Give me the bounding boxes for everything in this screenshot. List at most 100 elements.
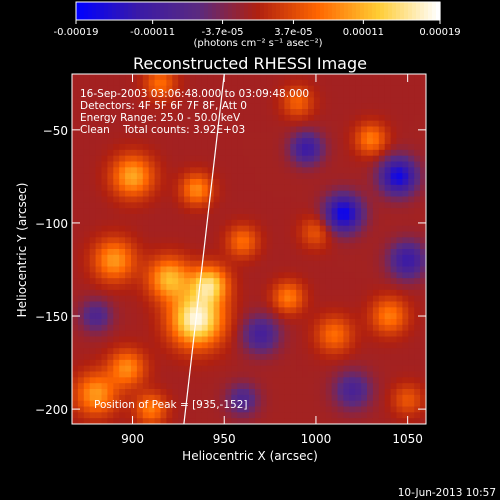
heatmap-cell: [254, 91, 262, 98]
heatmap-cell: [77, 406, 85, 413]
heatmap-cell: [107, 155, 114, 162]
heatmap-cell: [154, 278, 161, 285]
heatmap-cell: [266, 74, 274, 81]
heatmap-cell: [384, 412, 392, 419]
heatmap-cell: [195, 120, 203, 127]
heatmap-cell: [219, 342, 226, 349]
heatmap-cell: [107, 219, 114, 227]
heatmap-cell: [154, 249, 161, 256]
heatmap-cell: [136, 173, 144, 180]
heatmap-cell: [260, 295, 268, 302]
heatmap-cell: [390, 412, 397, 419]
chart-title: Reconstructed RHESSI Image: [133, 54, 367, 73]
heatmap-cell: [95, 161, 102, 168]
heatmap-cell: [107, 103, 114, 110]
heatmap-cell: [148, 289, 156, 297]
heatmap-cell: [148, 330, 156, 337]
heatmap-cell: [89, 225, 97, 232]
heatmap-cell: [325, 103, 333, 110]
heatmap-cell: [372, 412, 380, 419]
heatmap-cell: [83, 319, 91, 326]
heatmap-cell: [213, 336, 220, 343]
heatmap-cell: [260, 190, 268, 197]
heatmap-cell: [278, 190, 285, 197]
heatmap-cell: [113, 365, 120, 372]
heatmap-cell: [331, 109, 338, 116]
heatmap-cell: [378, 394, 386, 402]
heatmap-cell: [290, 103, 297, 110]
heatmap-cell: [319, 400, 327, 407]
heatmap-cell: [142, 249, 150, 256]
heatmap-cell: [89, 85, 97, 92]
heatmap-cell: [249, 278, 256, 285]
heatmap-cell: [154, 336, 161, 343]
heatmap-cell: [178, 214, 185, 221]
heatmap-cell: [278, 208, 285, 215]
heatmap-cell: [319, 301, 327, 308]
heatmap-cell: [284, 231, 291, 238]
heatmap-cell: [237, 120, 244, 127]
heatmap-cell: [243, 289, 250, 297]
heatmap-cell: [414, 249, 421, 256]
heatmap-cell: [172, 103, 179, 110]
heatmap-cell: [313, 155, 321, 162]
heatmap-cell: [89, 144, 97, 151]
heatmap-cell: [213, 214, 220, 221]
heatmap-cell: [77, 330, 85, 337]
heatmap-cell: [278, 394, 285, 402]
heatmap-cell: [308, 225, 315, 232]
heatmap-cell: [290, 114, 297, 122]
heatmap-cell: [89, 155, 97, 162]
heatmap-cell: [308, 167, 315, 174]
heatmap-cell: [396, 266, 403, 273]
heatmap-cell: [178, 103, 185, 110]
heatmap-cell: [77, 184, 85, 192]
heatmap-cell: [408, 190, 415, 197]
heatmap-cell: [119, 196, 126, 203]
heatmap-cell: [172, 231, 179, 238]
heatmap-cell: [278, 354, 285, 361]
colorbar-tick-label: -3.7e-05: [202, 27, 244, 38]
heatmap-cell: [349, 389, 356, 396]
heatmap-cell: [119, 202, 126, 209]
heatmap-cell: [254, 132, 262, 139]
heatmap-cell: [89, 214, 97, 221]
heatmap-cell: [77, 394, 85, 402]
heatmap-cell: [113, 295, 120, 302]
heatmap-cell: [420, 167, 426, 174]
heatmap-cell: [119, 307, 126, 314]
heatmap-cell: [367, 109, 374, 116]
heatmap-cell: [296, 389, 303, 396]
heatmap-cell: [231, 406, 238, 413]
colorbar-cell: [136, 2, 141, 20]
heatmap-cell: [414, 354, 421, 361]
heatmap-cell: [266, 324, 274, 332]
heatmap-cell: [125, 336, 132, 343]
heatmap-cell: [136, 394, 144, 402]
heatmap-cell: [72, 237, 79, 244]
heatmap-cell: [190, 319, 197, 326]
heatmap-cell: [154, 97, 161, 104]
heatmap-cell: [207, 254, 215, 262]
heatmap-cell: [166, 371, 173, 378]
heatmap-cell: [414, 225, 421, 232]
heatmap-cell: [302, 365, 309, 372]
heatmap-cell: [278, 74, 285, 81]
heatmap-cell: [231, 272, 238, 279]
heatmap-cell: [272, 319, 279, 326]
heatmap-cell: [89, 237, 97, 244]
heatmap-cell: [254, 400, 262, 407]
heatmap-cell: [201, 365, 209, 372]
heatmap-cell: [384, 342, 392, 349]
heatmap-cell: [154, 91, 161, 98]
heatmap-cell: [408, 324, 415, 332]
heatmap-cell: [266, 330, 274, 337]
heatmap-cell: [384, 144, 392, 151]
heatmap-cell: [325, 348, 333, 355]
heatmap-cell: [361, 225, 368, 232]
heatmap-cell: [95, 85, 102, 92]
heatmap-cell: [355, 225, 362, 232]
heatmap-cell: [101, 249, 108, 256]
heatmap-cell: [136, 389, 144, 396]
heatmap-cell: [89, 249, 97, 256]
